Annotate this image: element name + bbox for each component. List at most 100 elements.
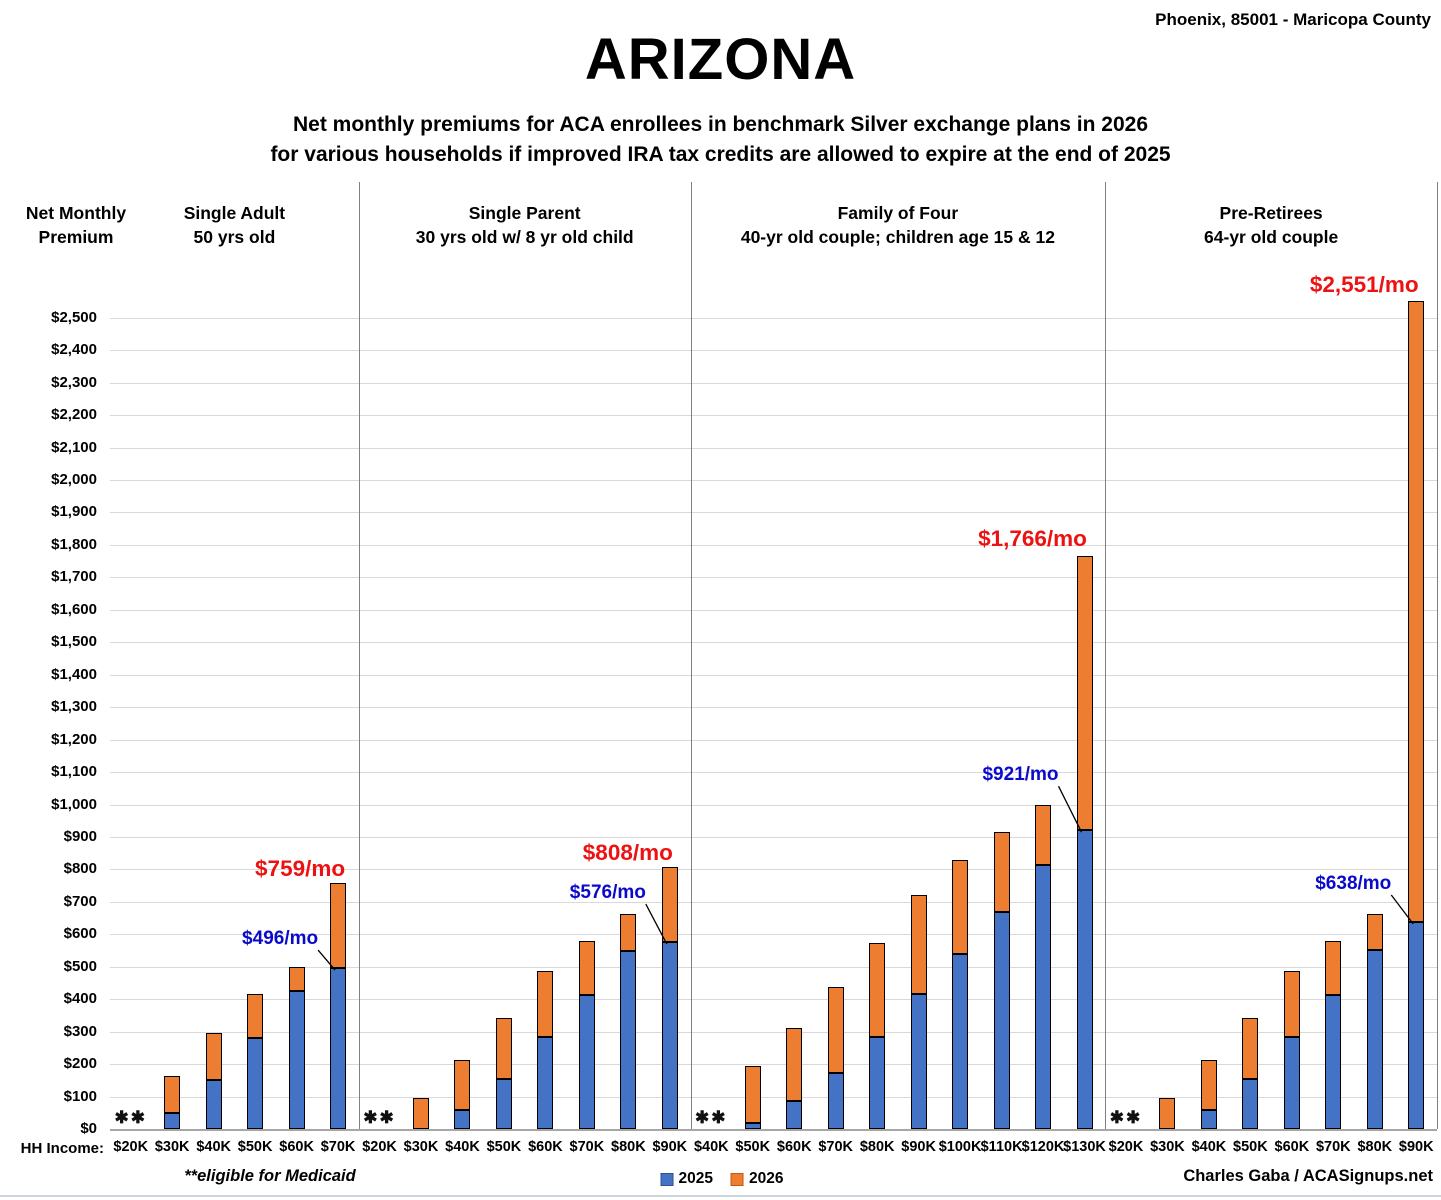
y-axis-tick-label: $1,200 bbox=[51, 730, 97, 748]
bar-2025-segment bbox=[288, 991, 305, 1129]
y-axis-tick-label: $0 bbox=[80, 1120, 97, 1137]
gridline bbox=[110, 544, 1437, 546]
x-axis-tick-label: $90K bbox=[1398, 1139, 1434, 1155]
bar-2026-segment bbox=[413, 1097, 430, 1129]
group-header: Family of Four 40-yr old couple; children… bbox=[741, 201, 1055, 249]
legend-item-2026: 2026 bbox=[731, 1170, 783, 1188]
gridline bbox=[110, 836, 1437, 838]
group-header: Single Adult 50 yrs old bbox=[184, 201, 285, 249]
group-header-line1: Pre-Retirees bbox=[1219, 203, 1323, 223]
group-divider bbox=[690, 182, 692, 1129]
x-axis-title: HH Income: bbox=[20, 1140, 104, 1157]
gridline bbox=[110, 707, 1437, 709]
bar-2026-segment bbox=[537, 970, 554, 1037]
gridline bbox=[110, 674, 1437, 676]
group-header-line1: Single Adult bbox=[183, 203, 286, 223]
gridline bbox=[110, 804, 1437, 806]
bar-2026-segment bbox=[1035, 804, 1052, 866]
x-axis-tick-label: $50K bbox=[735, 1139, 771, 1155]
y-axis-tick-label: $300 bbox=[63, 1022, 97, 1040]
gridline bbox=[110, 577, 1437, 579]
x-axis-tick-label: $70K bbox=[320, 1139, 356, 1155]
y-axis-title: Net Monthly Premium bbox=[0, 201, 152, 249]
x-axis-tick-label: $120K bbox=[1021, 1139, 1065, 1155]
y-axis-tick-label: $1,100 bbox=[51, 763, 97, 781]
bar-2026-segment bbox=[1366, 913, 1383, 950]
bar-2026-segment bbox=[620, 913, 637, 951]
legend-label-2026: 2026 bbox=[749, 1170, 784, 1187]
bar-2025-segment bbox=[744, 1123, 761, 1129]
y-axis-tick-label: $800 bbox=[63, 860, 97, 878]
bar-2026-segment bbox=[869, 943, 886, 1038]
y-axis-tick-label: $600 bbox=[63, 925, 97, 943]
gridline bbox=[110, 642, 1437, 644]
bar-2025-segment bbox=[330, 968, 347, 1129]
x-axis-tick-label: $40K bbox=[693, 1139, 729, 1155]
bar-2026-segment bbox=[1283, 970, 1300, 1037]
group-header-line1: Family of Four bbox=[837, 203, 959, 223]
bar-2025-segment bbox=[205, 1079, 222, 1129]
group-header-line2: 50 yrs old bbox=[193, 227, 276, 247]
bar-2026-segment bbox=[1076, 555, 1093, 831]
bar-2025-segment bbox=[1200, 1109, 1217, 1129]
bar-2025-segment bbox=[1076, 830, 1093, 1129]
x-axis-tick-label: $60K bbox=[1274, 1139, 1310, 1155]
x-axis-tick-label: $70K bbox=[569, 1139, 605, 1155]
bar-2026-segment bbox=[1242, 1017, 1259, 1079]
bar-2026-segment bbox=[1200, 1059, 1217, 1110]
group-header: Pre-Retirees 64-yr old couple bbox=[1204, 201, 1338, 249]
legend-swatch-2026 bbox=[731, 1172, 744, 1186]
x-axis-tick-label: $80K bbox=[1357, 1139, 1393, 1155]
x-axis-tick-label: $90K bbox=[652, 1139, 688, 1155]
bar-2026-segment bbox=[578, 940, 595, 996]
medicaid-marker: ✱✱ bbox=[114, 1108, 147, 1127]
y-axis-tick-label: $1,300 bbox=[51, 698, 97, 716]
x-axis-tick-label: $80K bbox=[611, 1139, 646, 1155]
page-title: ARIZONA bbox=[584, 27, 857, 92]
x-axis-tick-label: $90K bbox=[901, 1139, 936, 1155]
bar-2026-segment bbox=[1408, 301, 1425, 922]
y-axis-tick-label: $2,400 bbox=[51, 341, 97, 359]
x-axis-tick-label: $50K bbox=[486, 1139, 522, 1155]
x-axis-tick-label: $60K bbox=[279, 1139, 314, 1155]
x-axis-tick-label: $110K bbox=[980, 1139, 1023, 1155]
group-divider bbox=[358, 182, 360, 1129]
y-axis-tick-label: $700 bbox=[63, 892, 97, 910]
bar-2025-segment bbox=[1035, 865, 1052, 1129]
gridline bbox=[110, 480, 1437, 482]
bar-2025-segment bbox=[537, 1036, 554, 1129]
y-axis-tick-label: $2,200 bbox=[51, 406, 97, 424]
medicaid-marker: ✱✱ bbox=[695, 1108, 728, 1127]
gridline bbox=[110, 1031, 1437, 1033]
callout-2026: $2,551/mo bbox=[1309, 272, 1419, 298]
x-axis-tick-label: $20K bbox=[362, 1139, 397, 1155]
callout-2026: $1,766/mo bbox=[978, 525, 1087, 551]
gridline bbox=[110, 1096, 1437, 1098]
bar-2026-segment bbox=[910, 895, 927, 994]
gridline bbox=[110, 512, 1437, 514]
bar-2025-segment bbox=[578, 995, 595, 1129]
bar-2025-segment bbox=[661, 942, 678, 1129]
y-axis-tick-label: $1,400 bbox=[51, 665, 97, 683]
callout-2025: $576/mo bbox=[569, 882, 646, 904]
y-axis-title-line2: Premium bbox=[38, 227, 114, 247]
gridline bbox=[110, 350, 1437, 352]
y-axis-tick-label: $1,600 bbox=[51, 600, 97, 618]
y-axis-tick-label: $2,100 bbox=[51, 438, 97, 456]
callout-2025: $496/mo bbox=[242, 928, 319, 950]
x-axis-tick-label: $80K bbox=[859, 1139, 895, 1155]
bar-2026-segment bbox=[495, 1017, 512, 1079]
bar-2025-segment bbox=[827, 1072, 844, 1129]
gridline bbox=[110, 382, 1437, 384]
gridline bbox=[110, 966, 1437, 968]
y-axis-tick-label: $1,700 bbox=[51, 568, 97, 586]
bar-2025-segment bbox=[164, 1113, 181, 1129]
bar-2026-segment bbox=[205, 1032, 222, 1080]
y-axis-tick-label: $400 bbox=[63, 990, 97, 1008]
y-axis-tick-label: $1,000 bbox=[51, 795, 97, 813]
gridline bbox=[110, 999, 1437, 1001]
x-axis-tick-label: $130K bbox=[1063, 1139, 1106, 1155]
y-axis-tick-label: $2,000 bbox=[51, 471, 97, 489]
y-axis-tick-label: $1,900 bbox=[51, 503, 97, 521]
